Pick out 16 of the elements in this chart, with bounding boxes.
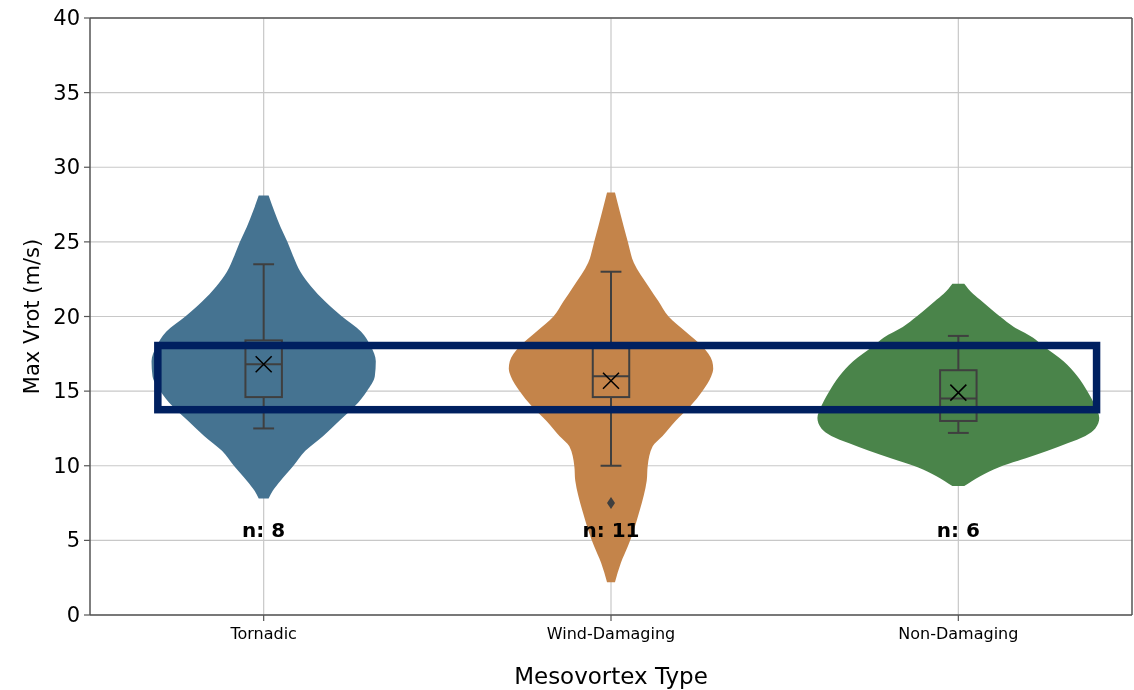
annotation: n: 8 bbox=[242, 518, 286, 543]
y-tick-label: 20 bbox=[53, 304, 80, 329]
x-axis-title: Mesovortex Type bbox=[514, 663, 708, 689]
y-tick-label: 25 bbox=[53, 229, 80, 254]
x-tick-label: Wind-Damaging bbox=[546, 623, 676, 643]
y-tick-label: 10 bbox=[53, 453, 80, 478]
y-tick-label: 5 bbox=[66, 528, 80, 553]
x-tick-label: Tornadic bbox=[229, 623, 297, 643]
y-tick-label: 40 bbox=[53, 6, 80, 30]
y-tick-label: 15 bbox=[53, 379, 80, 404]
y-tick-label: 35 bbox=[53, 80, 80, 105]
annotation: n: 6 bbox=[936, 518, 980, 543]
y-axis-title: Max Vrot (m/s) bbox=[20, 238, 44, 395]
x-tick-label: Non-Damaging bbox=[898, 623, 1019, 643]
y-tick-label: 30 bbox=[53, 155, 80, 180]
y-tick-label: 0 bbox=[66, 603, 80, 627]
